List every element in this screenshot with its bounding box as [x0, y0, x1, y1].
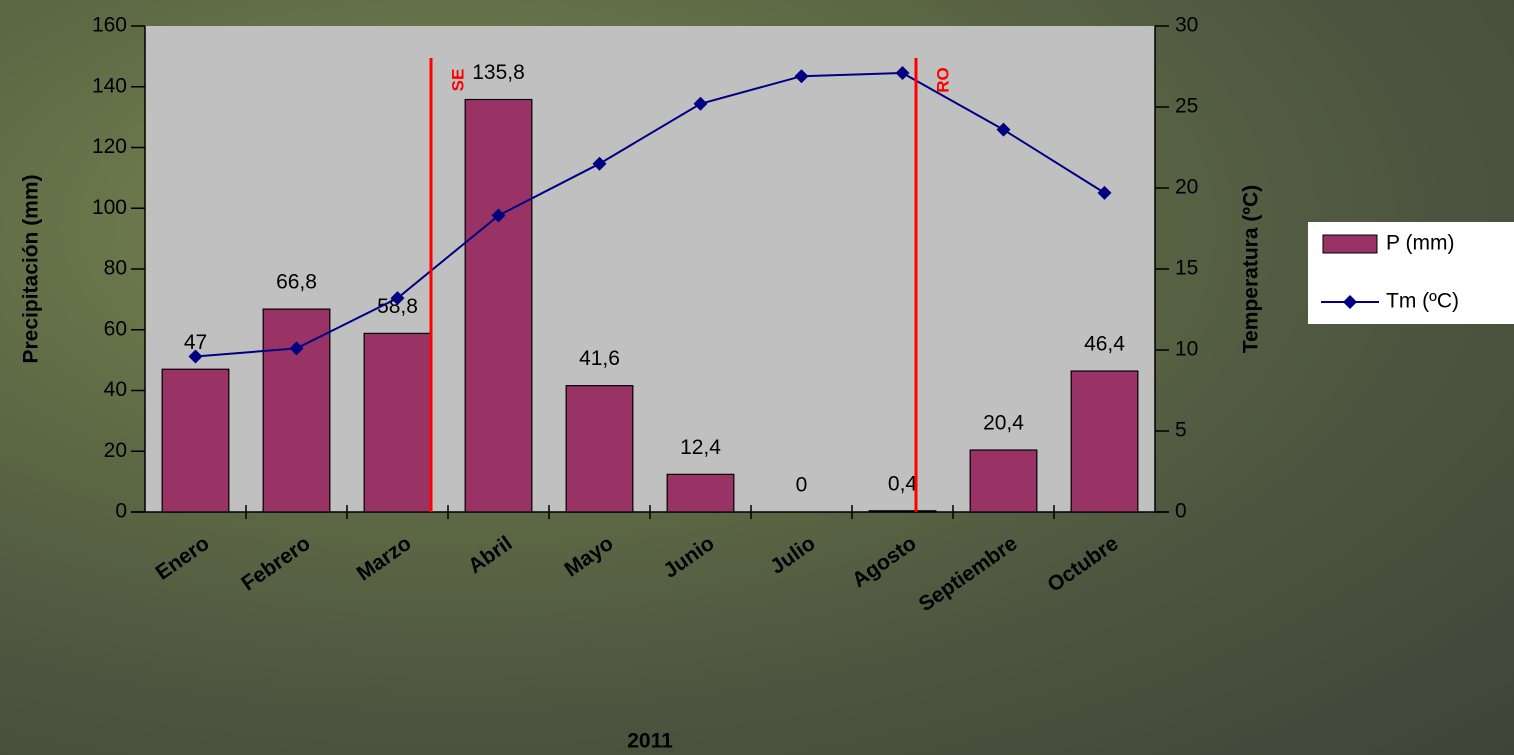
- line: [195, 71, 1106, 358]
- bar: [464, 98, 533, 513]
- y2-axis-title: Temperatura (ºC): [1240, 185, 1263, 353]
- data-label: 46,4: [1084, 333, 1125, 356]
- y2-tick-label: 0: [1175, 500, 1187, 523]
- x-tick-label: Agosto: [848, 532, 920, 592]
- x-tick-label: Septiembre: [915, 532, 1022, 616]
- y2-tick-label: 10: [1175, 338, 1198, 361]
- data-label: 41,6: [579, 347, 620, 370]
- data-label: 58,8: [377, 295, 418, 318]
- y-tick-label: 40: [104, 378, 127, 401]
- legend-label: P (mm): [1386, 232, 1454, 255]
- x-tick-label: Marzo: [353, 532, 416, 586]
- marker: [289, 341, 304, 356]
- marker: [1097, 185, 1112, 200]
- marker: [592, 156, 607, 171]
- marker: [390, 291, 405, 306]
- marker: [693, 96, 708, 111]
- x-axis-title: 2011: [627, 730, 673, 753]
- data-label: 0,4: [888, 472, 918, 495]
- data-label: 47: [184, 331, 207, 354]
- data-label: 20,4: [983, 412, 1024, 435]
- y2-tick-label: 20: [1175, 176, 1198, 199]
- y-tick-label: 20: [104, 439, 127, 462]
- y-tick-label: 160: [92, 14, 127, 37]
- x-tick-label: Abril: [464, 532, 516, 578]
- data-label: 0: [796, 474, 808, 497]
- legend-swatch: [1322, 234, 1378, 254]
- bar: [1070, 370, 1139, 513]
- y-tick-label: 120: [92, 135, 127, 158]
- y2-tick-label: 25: [1175, 95, 1198, 118]
- x-tick-label: Enero: [152, 532, 214, 585]
- marker: [996, 122, 1011, 137]
- y-tick-label: 80: [104, 257, 127, 280]
- bar: [161, 368, 230, 513]
- x-tick-label: Febrero: [237, 532, 314, 596]
- marker: [794, 69, 809, 84]
- data-label: 66,8: [276, 271, 317, 294]
- annotation: SE: [448, 69, 467, 92]
- x-tick-label: Octubre: [1043, 532, 1122, 597]
- bar: [565, 385, 634, 513]
- marker: [491, 208, 506, 223]
- y-tick-label: 60: [104, 317, 127, 340]
- y2-tick-label: 15: [1175, 257, 1198, 280]
- y-tick-label: 140: [92, 74, 127, 97]
- marker: [895, 65, 910, 80]
- bar: [363, 332, 432, 513]
- data-label: 12,4: [680, 436, 721, 459]
- x-tick-label: Mayo: [560, 532, 617, 582]
- legend-swatch: [1343, 295, 1357, 309]
- bar: [262, 308, 331, 513]
- bar: [969, 449, 1038, 513]
- x-tick-label: Julio: [766, 532, 819, 579]
- y-axis-title: Precipitación (mm): [20, 174, 43, 363]
- bar: [868, 510, 937, 513]
- bar: [666, 473, 735, 513]
- legend-label: Tm (ºC): [1386, 290, 1459, 313]
- y2-tick-label: 5: [1175, 419, 1187, 442]
- marker: [188, 349, 203, 364]
- x-tick-label: Junio: [659, 532, 718, 583]
- y-tick-label: 0: [115, 500, 127, 523]
- annotation: RO: [933, 67, 952, 93]
- y2-tick-label: 30: [1175, 14, 1198, 37]
- y-tick-label: 100: [92, 196, 127, 219]
- data-label: 135,8: [472, 61, 525, 84]
